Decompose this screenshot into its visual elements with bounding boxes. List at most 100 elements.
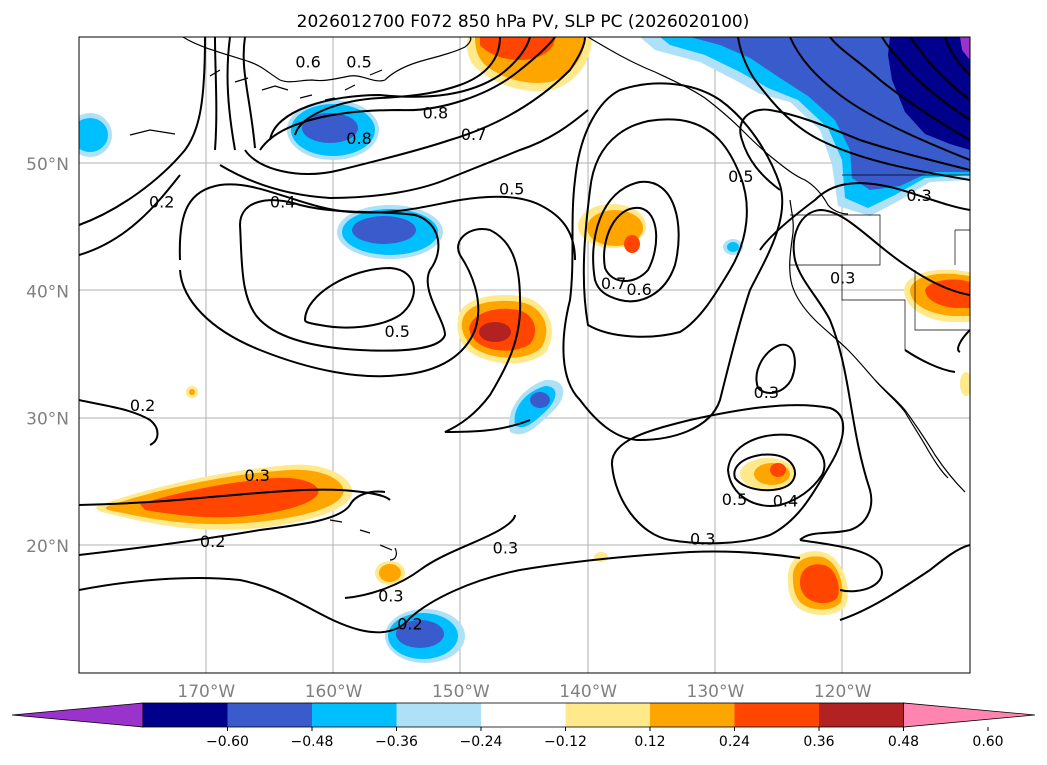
contour-0.7-gulf xyxy=(603,206,658,282)
lat-label: 20°N xyxy=(26,537,69,557)
lon-label: 160°W xyxy=(305,682,363,702)
contour-0.3-inland xyxy=(904,329,970,373)
colorbar-segment xyxy=(143,703,228,727)
contour-0.2-south-long xyxy=(409,550,801,619)
colorbar-extend-high xyxy=(903,702,1036,728)
contour-0.2-west xyxy=(79,37,206,226)
contour-0.2-south xyxy=(79,490,386,556)
contour-label: 0.3 xyxy=(378,587,403,606)
contour-0.3-central xyxy=(178,183,576,261)
colorbar-tick-label: −0.48 xyxy=(291,734,334,750)
contour-label: 0.4 xyxy=(773,491,798,510)
contour-0.5-central xyxy=(303,266,415,329)
contour-label: 0.3 xyxy=(754,383,779,402)
contour-0.3-south-east xyxy=(799,539,883,593)
contour-label: 0.3 xyxy=(244,466,269,485)
colorbar-tick-label: 0.12 xyxy=(634,734,665,750)
contour-label: 0.5 xyxy=(384,322,409,341)
contour-0.2-southmost xyxy=(79,577,411,634)
contour-0.4-east xyxy=(562,82,784,442)
contour-label: 0.6 xyxy=(295,52,320,71)
contour-label: 0.5 xyxy=(722,490,747,509)
contour-ne-5 xyxy=(737,37,970,181)
colorbar-segment xyxy=(650,703,735,727)
contour-label: 0.2 xyxy=(200,532,225,551)
pv-blob-negative-midpacific xyxy=(337,205,443,259)
lat-label: 40°N xyxy=(26,282,69,302)
coast-hawaii xyxy=(329,519,397,561)
colorbar-tick-label: 0.60 xyxy=(972,734,1003,750)
pv-blob-positive-east xyxy=(740,458,796,490)
lon-label: 130°W xyxy=(687,682,745,702)
colorbar-frame xyxy=(142,702,904,728)
pv-blob-positive-subtropical-band xyxy=(96,464,353,530)
contour-ne-4 xyxy=(789,37,970,161)
contour-labels: 0.80.80.70.6 0.50.50.40.20.50.7 0.60.50.30… xyxy=(130,52,932,633)
lon-label: 150°W xyxy=(432,682,490,702)
contour-label: 0.5 xyxy=(499,180,524,199)
contour-0.5-gulf xyxy=(582,118,748,338)
contour-0.3-west xyxy=(79,174,181,256)
colorbar-segment xyxy=(734,703,820,727)
contour-0.3-band xyxy=(179,228,531,433)
contour-ne-3 xyxy=(909,37,970,101)
slp-contours xyxy=(79,37,970,634)
contour-label: 0.2 xyxy=(130,396,155,415)
colorbar-tick-label: −0.36 xyxy=(375,734,418,750)
contour-0.7 xyxy=(269,37,531,141)
lon-label: 170°W xyxy=(177,682,235,702)
contour-0.3-east-low xyxy=(610,404,845,545)
map-frame xyxy=(78,36,971,674)
graticule xyxy=(79,37,970,673)
colorbar-tick-label: −0.24 xyxy=(460,734,503,750)
contour-0.4-coast xyxy=(759,182,970,251)
contour-label: 0.5 xyxy=(728,167,753,186)
contour-0.3-coast xyxy=(792,208,970,541)
contour-label: 0.3 xyxy=(493,538,518,557)
colorbar-tick-label: 0.48 xyxy=(888,734,919,750)
contour-ne-2 xyxy=(881,37,970,121)
contour-0.3-south-mid xyxy=(344,514,516,599)
contour-label: 0.3 xyxy=(830,269,855,288)
colorbar-segment xyxy=(481,703,566,727)
contour-0.5-east-low xyxy=(733,453,796,492)
lat-label: 30°N xyxy=(26,410,69,430)
contour-0.3-small-loop xyxy=(755,343,796,394)
border-states xyxy=(790,214,970,350)
contour-label: 0.8 xyxy=(346,129,371,148)
pv-blob-negative-west xyxy=(79,113,112,157)
contour-label: 0.6 xyxy=(626,280,651,299)
colorbar-tick-label: −0.60 xyxy=(206,734,249,750)
latitude-labels: 20°N 30°N 40°N 50°N xyxy=(26,155,69,557)
colorbar-segment xyxy=(227,703,313,727)
contour-0.5-coast xyxy=(739,108,970,191)
lon-label: 140°W xyxy=(559,682,617,702)
colorbar: −0.60 −0.48 −0.36 −0.24 −0.12 0.12 0.24 0.36 0.4… xyxy=(11,702,1036,750)
coast-us-west xyxy=(789,199,966,493)
contour-label: 0.7 xyxy=(601,274,626,293)
coast-baja xyxy=(874,379,949,479)
contour-ne-1 xyxy=(829,37,970,141)
contour-label: 0.4 xyxy=(270,192,295,211)
coast-alaska xyxy=(182,37,472,83)
pv-blob-positive-interior xyxy=(904,269,970,396)
colorbar-segment xyxy=(396,703,482,727)
contour-0.5-north-2 xyxy=(244,37,586,175)
contour-0.4-east-low xyxy=(726,433,826,507)
colorbar-segment xyxy=(312,703,397,727)
contour-label: 0.8 xyxy=(423,103,448,122)
pv-blob-negative-small xyxy=(723,239,743,255)
map-layers: 0.80.80.70.6 0.50.50.40.20.50.7 0.60.50.30… xyxy=(79,37,970,673)
contour-0.6-gulf xyxy=(592,180,680,303)
contour-label: 0.3 xyxy=(690,529,715,548)
colorbar-tick-label: −0.12 xyxy=(544,734,587,750)
contour-label: 0.5 xyxy=(346,52,371,71)
contour-0.2-west-2 xyxy=(79,399,159,446)
contour-0.4-central xyxy=(238,199,447,352)
coast-british-columbia xyxy=(587,37,849,215)
contour-label: 0.7 xyxy=(461,125,486,144)
contour-ne-6 xyxy=(944,37,970,76)
pv-blob-positive-central xyxy=(457,295,552,364)
figure-title: 2026012700 F072 850 hPa PV, SLP PC (2026… xyxy=(297,12,750,32)
